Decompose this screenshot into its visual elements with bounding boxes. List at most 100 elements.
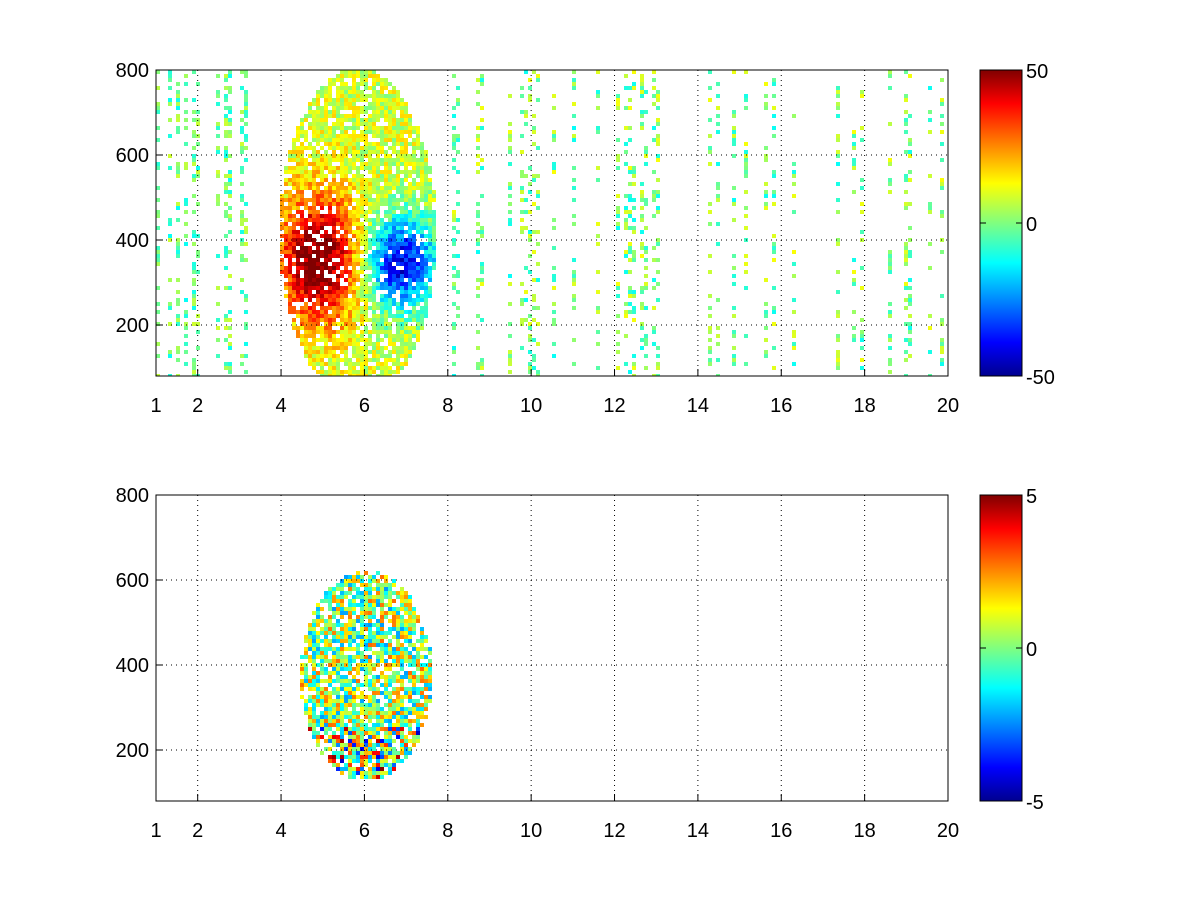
heatmap-cell bbox=[340, 655, 344, 659]
heatmap-cell bbox=[380, 751, 384, 755]
heatmap-cell bbox=[344, 595, 348, 599]
heatmap-cell bbox=[364, 358, 368, 362]
heatmap-cell bbox=[420, 174, 424, 178]
heatmap-cell bbox=[372, 735, 376, 739]
heatmap-cell bbox=[628, 246, 632, 250]
heatmap-cell bbox=[380, 575, 384, 579]
heatmap-cell bbox=[708, 326, 712, 330]
heatmap-cell bbox=[316, 619, 320, 623]
heatmap-cell bbox=[732, 198, 736, 202]
heatmap-cell bbox=[324, 114, 328, 118]
heatmap-cell bbox=[340, 202, 344, 206]
heatmap-cell bbox=[368, 318, 372, 322]
heatmap-cell bbox=[364, 571, 368, 575]
heatmap-cell bbox=[396, 623, 400, 627]
heatmap-cell bbox=[428, 186, 432, 190]
heatmap-cell bbox=[372, 218, 376, 222]
heatmap-cell bbox=[352, 258, 356, 262]
heatmap-cell bbox=[384, 751, 388, 755]
heatmap-cell bbox=[396, 214, 400, 218]
axes-frame-top bbox=[155, 69, 949, 377]
heatmap-cell bbox=[364, 302, 368, 306]
heatmap-cell bbox=[376, 154, 380, 158]
heatmap-cell bbox=[400, 627, 404, 631]
heatmap-cell bbox=[420, 178, 424, 182]
heatmap-cell bbox=[368, 170, 372, 174]
heatmap-cell bbox=[364, 130, 368, 134]
heatmap-cell bbox=[928, 326, 932, 330]
heatmap-cell bbox=[356, 643, 360, 647]
heatmap-cell bbox=[572, 186, 576, 190]
heatmap-cell bbox=[392, 90, 396, 94]
heatmap-cell bbox=[552, 226, 556, 230]
heatmap-cell bbox=[192, 294, 196, 298]
heatmap-cell bbox=[376, 118, 380, 122]
heatmap-cell bbox=[316, 118, 320, 122]
heatmap-cell bbox=[508, 150, 512, 154]
heatmap-cell bbox=[624, 362, 628, 366]
heatmap-cell bbox=[360, 74, 364, 78]
heatmap-cell bbox=[408, 627, 412, 631]
heatmap-cell bbox=[452, 226, 456, 230]
heatmap-cell bbox=[452, 74, 456, 78]
heatmap-cell bbox=[380, 715, 384, 719]
heatmap-cell bbox=[296, 258, 300, 262]
heatmap-cell bbox=[400, 354, 404, 358]
heatmap-cell bbox=[332, 230, 336, 234]
heatmap-cell bbox=[388, 703, 392, 707]
heatmap-cell bbox=[284, 286, 288, 290]
heatmap-cell bbox=[176, 162, 180, 166]
heatmap-cell bbox=[312, 282, 316, 286]
heatmap-cell bbox=[176, 170, 180, 174]
heatmap-cell bbox=[320, 639, 324, 643]
heatmap-cell bbox=[332, 78, 336, 82]
heatmap-cell bbox=[320, 346, 324, 350]
heatmap-cell bbox=[368, 194, 372, 198]
heatmap-cell bbox=[332, 186, 336, 190]
heatmap-cell bbox=[244, 106, 248, 110]
heatmap-cell bbox=[348, 74, 352, 78]
heatmap-cell bbox=[344, 302, 348, 306]
heatmap-cell bbox=[340, 595, 344, 599]
heatmap-cell bbox=[404, 246, 408, 250]
heatmap-cell bbox=[368, 667, 372, 671]
heatmap-cell bbox=[364, 603, 368, 607]
heatmap-cell bbox=[360, 775, 364, 779]
heatmap-cell bbox=[388, 763, 392, 767]
heatmap-cell bbox=[400, 178, 404, 182]
heatmap-cell bbox=[388, 94, 392, 98]
heatmap-cell bbox=[308, 278, 312, 282]
heatmap-cell bbox=[404, 250, 408, 254]
heatmap-cell bbox=[356, 334, 360, 338]
heatmap-cell bbox=[356, 146, 360, 150]
heatmap-cell bbox=[196, 346, 200, 350]
heatmap-cell bbox=[168, 278, 172, 282]
heatmap-cell bbox=[452, 114, 456, 118]
heatmap-cell bbox=[380, 723, 384, 727]
heatmap-cell bbox=[332, 707, 336, 711]
heatmap-cell bbox=[300, 250, 304, 254]
heatmap-cell bbox=[368, 330, 372, 334]
heatmap-cell bbox=[360, 262, 364, 266]
heatmap-cell bbox=[404, 110, 408, 114]
heatmap-cell bbox=[340, 246, 344, 250]
heatmap-cell bbox=[316, 226, 320, 230]
heatmap-cell bbox=[340, 82, 344, 86]
heatmap-cell bbox=[328, 358, 332, 362]
heatmap-cell bbox=[380, 106, 384, 110]
heatmap-cell bbox=[404, 647, 408, 651]
heatmap-cell bbox=[336, 330, 340, 334]
heatmap-cell bbox=[216, 146, 220, 150]
heatmap-cell bbox=[176, 374, 180, 376]
heatmap-cell bbox=[408, 254, 412, 258]
heatmap-cell bbox=[368, 743, 372, 747]
heatmap-cell bbox=[228, 334, 232, 338]
heatmap-cell bbox=[640, 302, 644, 306]
heatmap-cell bbox=[156, 246, 160, 250]
heatmap-cell bbox=[940, 178, 944, 182]
heatmap-cell bbox=[312, 314, 316, 318]
heatmap-cell bbox=[380, 623, 384, 627]
heatmap-cell bbox=[480, 362, 484, 366]
heatmap-cell bbox=[372, 74, 376, 78]
heatmap-cell bbox=[368, 619, 372, 623]
